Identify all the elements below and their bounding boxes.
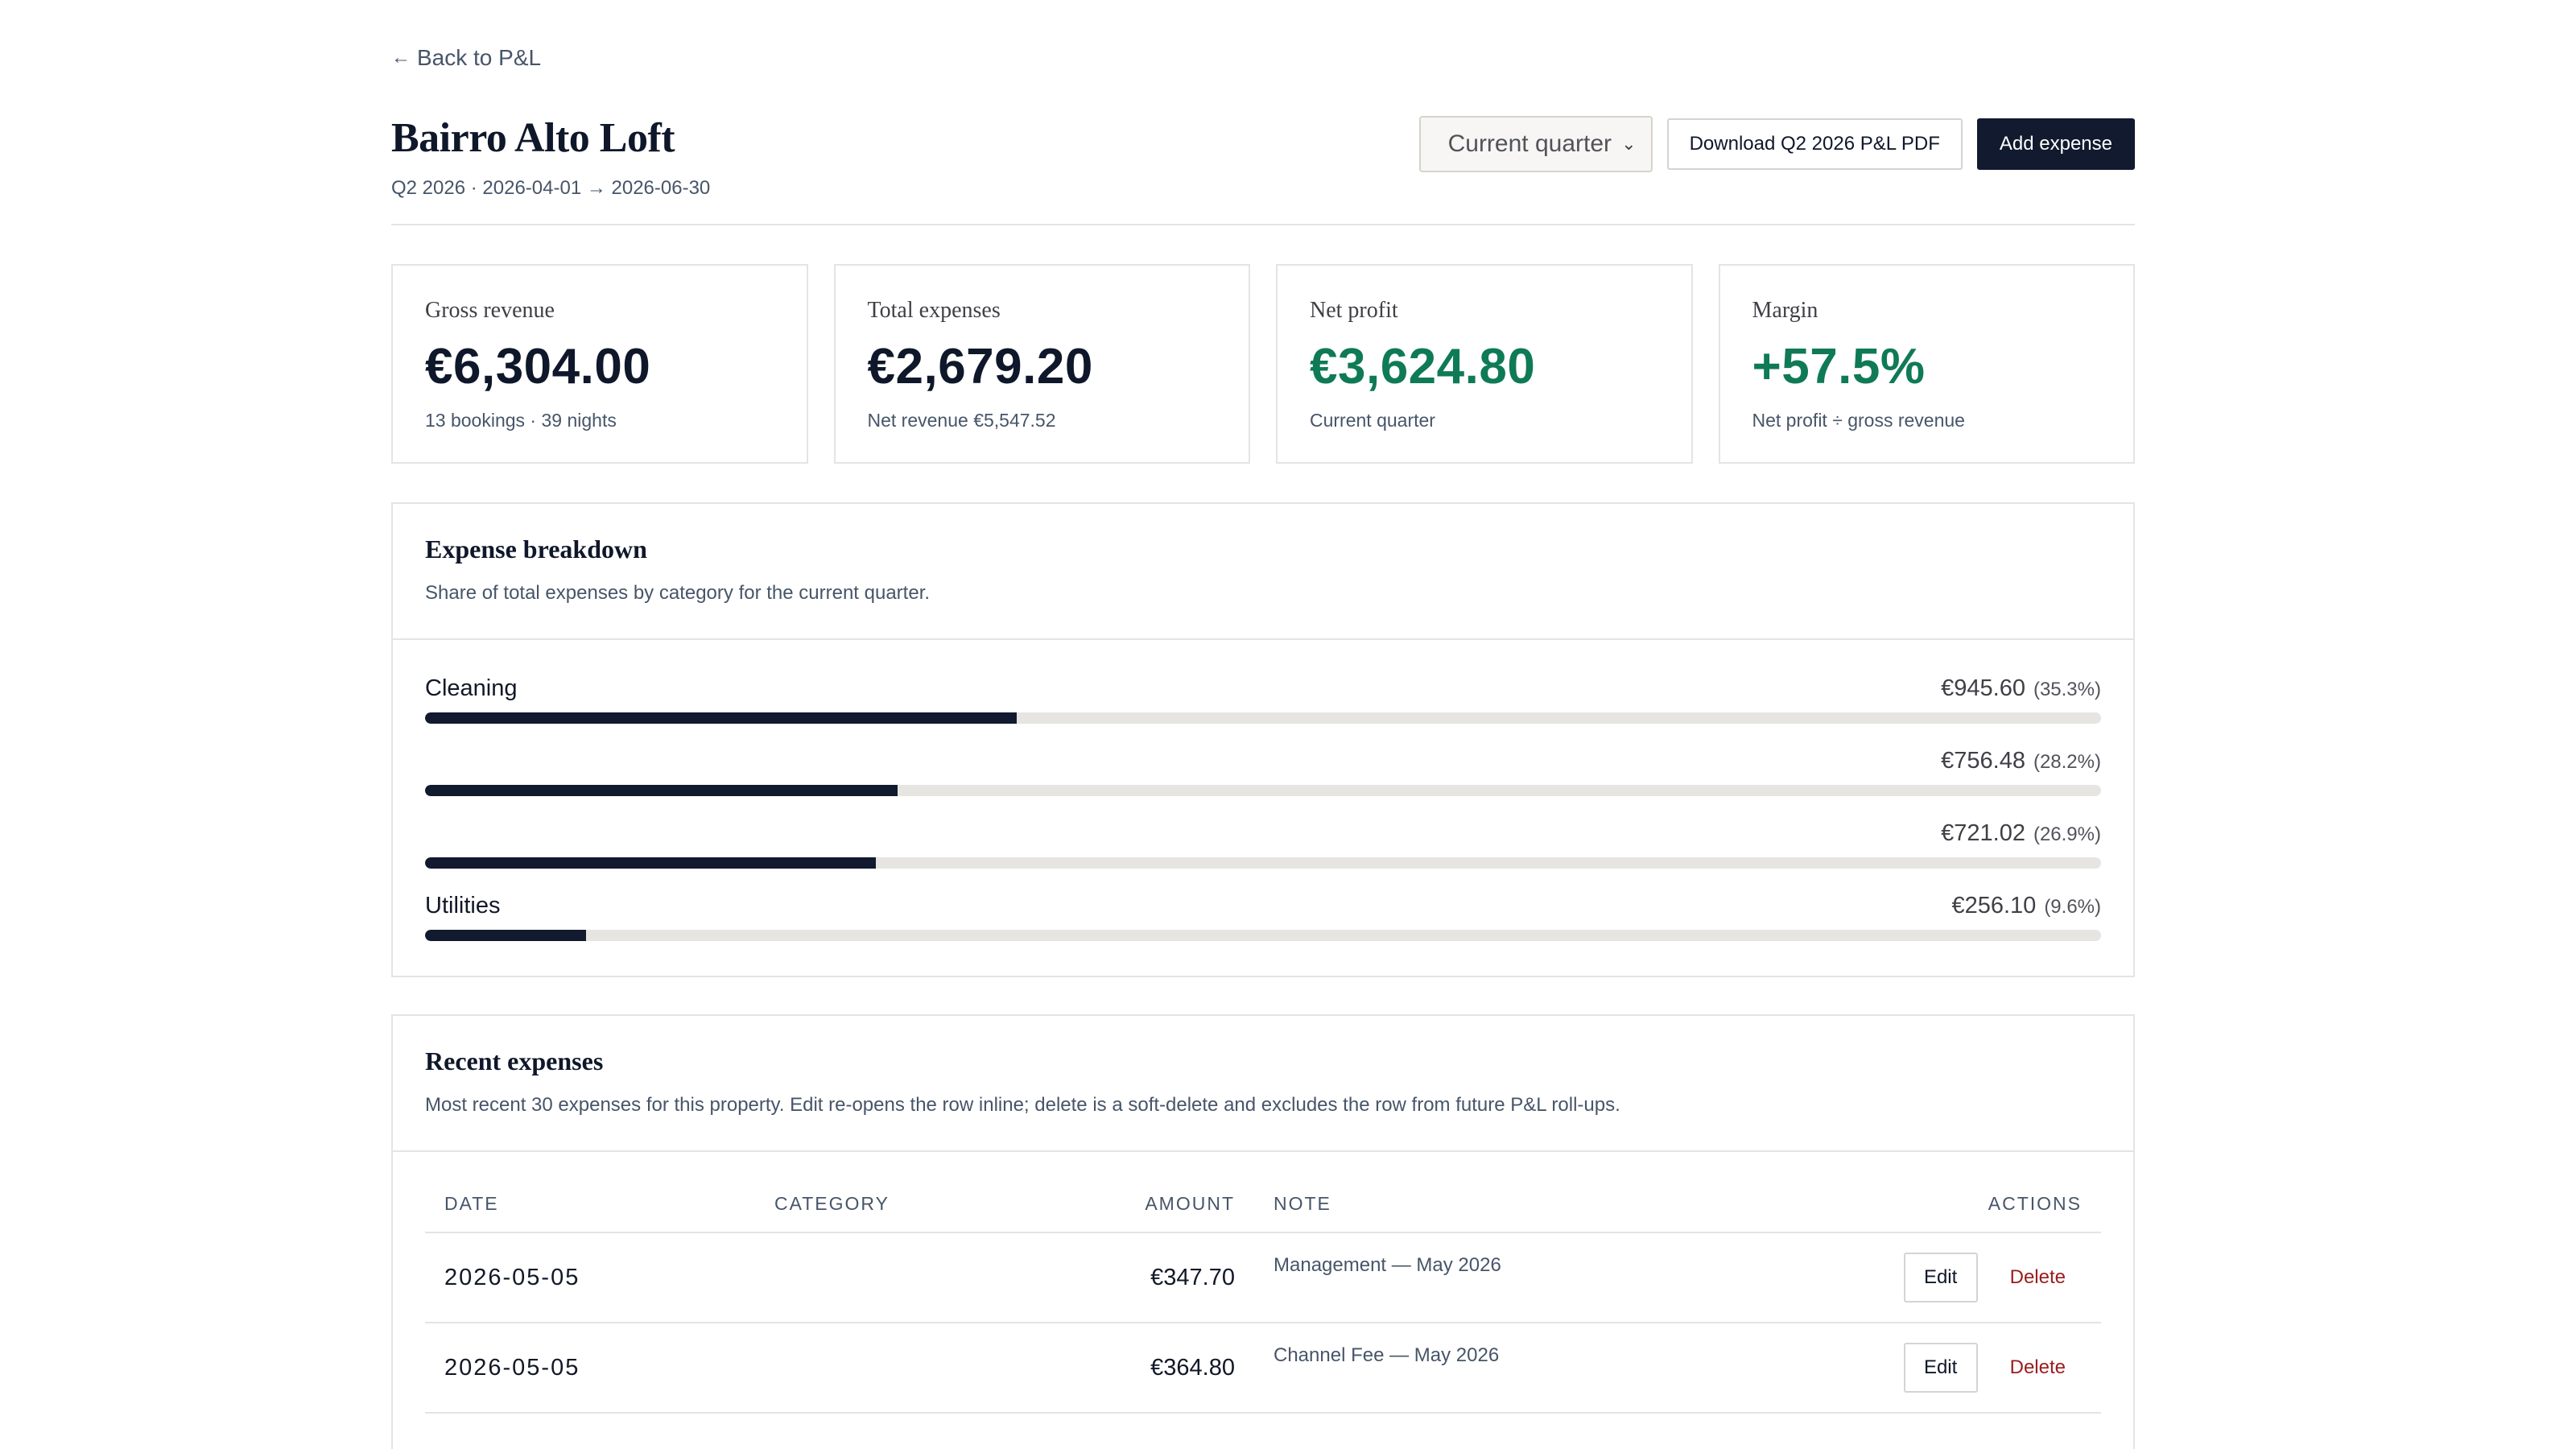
table-header-row: DATE CATEGORY AMOUNT NOTE ACTIONS — [425, 1176, 2101, 1233]
edit-button[interactable]: Edit — [1903, 1343, 1978, 1393]
category-amount: €756.48 (28.2%) — [1941, 748, 2101, 774]
card-value: +57.5% — [1752, 339, 1926, 394]
category-amount: €945.60 (35.3%) — [1941, 675, 2101, 702]
add-expense-button[interactable]: Add expense — [1976, 118, 2135, 170]
column-header-category[interactable]: CATEGORY — [755, 1176, 1093, 1233]
period-select[interactable]: Current quarter ⌄ — [1418, 116, 1653, 172]
period-select-value: Current quarter — [1447, 130, 1612, 157]
period-subtitle: Q2 2026 · 2026-04-01 → 2026-06-30 — [391, 177, 711, 199]
column-header-note: NOTE — [1254, 1176, 1860, 1233]
category-amount-value: €256.10 — [1951, 893, 2037, 919]
table-row: 2026-05-05 €364.80 Channel Fee — May 202… — [425, 1323, 2101, 1414]
download-pdf-button[interactable]: Download Q2 2026 P&L PDF — [1666, 118, 1963, 170]
expense-note: Management — May 2026 — [1254, 1232, 1860, 1323]
category-amount-value: €945.60 — [1941, 675, 2025, 701]
column-header-actions: ACTIONS — [1860, 1176, 2101, 1233]
breakdown-bars: Cleaning €945.60 (35.3%) €756.48 (28.2%) €… — [393, 640, 2133, 960]
card-value: €2,679.20 — [867, 339, 1093, 394]
bar-track — [425, 930, 2101, 941]
card-value: €3,624.80 — [1310, 339, 1536, 394]
card-label: Gross revenue — [425, 298, 555, 323]
bar-fill — [425, 930, 586, 941]
category-percent: (28.2%) — [2033, 751, 2101, 773]
category-amount-value: €756.48 — [1941, 748, 2025, 774]
margin-card: Margin +57.5% Net profit ÷ gross revenue — [1718, 264, 2135, 464]
header-divider — [391, 224, 2135, 225]
category-percent: (26.9%) — [2033, 824, 2101, 845]
card-label: Net profit — [1310, 298, 1398, 323]
total-expenses-card: Total expenses €2,679.20 Net revenue €5,… — [833, 264, 1250, 464]
expense-actions: Edit Delete — [1860, 1232, 2101, 1323]
recent-expenses-panel: Recent expenses Most recent 30 expenses … — [391, 1014, 2135, 1449]
expense-amount: €347.70 — [1093, 1232, 1254, 1323]
panel-description: Most recent 30 expenses for this propert… — [425, 1094, 1620, 1116]
bar-track — [425, 857, 2101, 869]
category-amount: €256.10 (9.6%) — [1951, 893, 2101, 919]
header-controls: Current quarter ⌄ Download Q2 2026 P&L P… — [1418, 116, 2135, 172]
delete-button[interactable]: Delete — [2009, 1266, 2066, 1288]
expense-date: 2026-05-05 — [425, 1323, 755, 1414]
expense-category — [755, 1232, 1093, 1323]
column-header-date[interactable]: DATE — [425, 1176, 755, 1233]
category-name: Utilities — [425, 893, 501, 919]
gross-revenue-card: Gross revenue €6,304.00 13 bookings · 39… — [391, 264, 808, 464]
back-to-pl-link[interactable]: ← Back to P&L — [391, 45, 541, 71]
expense-date: 2026-05-05 — [425, 1232, 755, 1323]
back-arrow-icon: ← — [391, 47, 411, 68]
expense-category — [755, 1323, 1093, 1414]
card-hint: Current quarter — [1310, 410, 1435, 431]
page-title: Bairro Alto Loft — [391, 115, 675, 161]
card-label: Margin — [1752, 298, 1818, 323]
expense-actions: Edit Delete — [1860, 1323, 2101, 1414]
category-name: Cleaning — [425, 675, 518, 701]
bar-fill — [425, 857, 877, 869]
expenses-table: DATE CATEGORY AMOUNT NOTE ACTIONS 2026-0… — [425, 1176, 2101, 1414]
card-label: Total expenses — [867, 298, 1001, 323]
breakdown-row: Cleaning €945.60 (35.3%) — [425, 671, 2101, 743]
bar-fill — [425, 712, 1017, 724]
bar-track — [425, 712, 2101, 724]
category-percent: (9.6%) — [2044, 896, 2101, 918]
category-amount: €721.02 (26.9%) — [1941, 820, 2101, 847]
bar-track — [425, 785, 2101, 796]
panel-header: Recent expenses Most recent 30 expenses … — [393, 1016, 2133, 1152]
category-amount-value: €721.02 — [1941, 820, 2025, 846]
summary-cards: Gross revenue €6,304.00 13 bookings · 39… — [391, 264, 2135, 464]
panel-title: Recent expenses — [425, 1046, 604, 1075]
card-hint: 13 bookings · 39 nights — [425, 410, 617, 431]
back-link-label: Back to P&L — [417, 45, 542, 70]
expense-amount: €364.80 — [1093, 1323, 1254, 1414]
column-header-amount[interactable]: AMOUNT — [1093, 1176, 1254, 1233]
edit-button[interactable]: Edit — [1903, 1253, 1978, 1302]
breakdown-row: Utilities €256.10 (9.6%) — [425, 888, 2101, 960]
card-hint: Net profit ÷ gross revenue — [1752, 410, 1965, 431]
breakdown-row: €756.48 (28.2%) — [425, 743, 2101, 815]
card-value: €6,304.00 — [425, 339, 651, 394]
breakdown-row: €721.02 (26.9%) — [425, 815, 2101, 888]
expense-breakdown-panel: Expense breakdown Share of total expense… — [391, 502, 2135, 977]
expenses-table-wrap: DATE CATEGORY AMOUNT NOTE ACTIONS 2026-0… — [393, 1152, 2133, 1414]
panel-description: Share of total expenses by category for … — [425, 582, 931, 604]
category-percent: (35.3%) — [2033, 679, 2101, 700]
chevron-down-icon: ⌄ — [1621, 134, 1637, 154]
bar-fill — [425, 785, 898, 796]
net-profit-card: Net profit €3,624.80 Current quarter — [1276, 264, 1693, 464]
panel-header: Expense breakdown Share of total expense… — [393, 504, 2133, 640]
panel-title: Expense breakdown — [425, 535, 647, 564]
card-hint: Net revenue €5,547.52 — [867, 410, 1056, 431]
delete-button[interactable]: Delete — [2009, 1356, 2066, 1378]
table-row: 2026-05-05 €347.70 Management — May 2026… — [425, 1232, 2101, 1323]
expense-note: Channel Fee — May 2026 — [1254, 1323, 1860, 1414]
